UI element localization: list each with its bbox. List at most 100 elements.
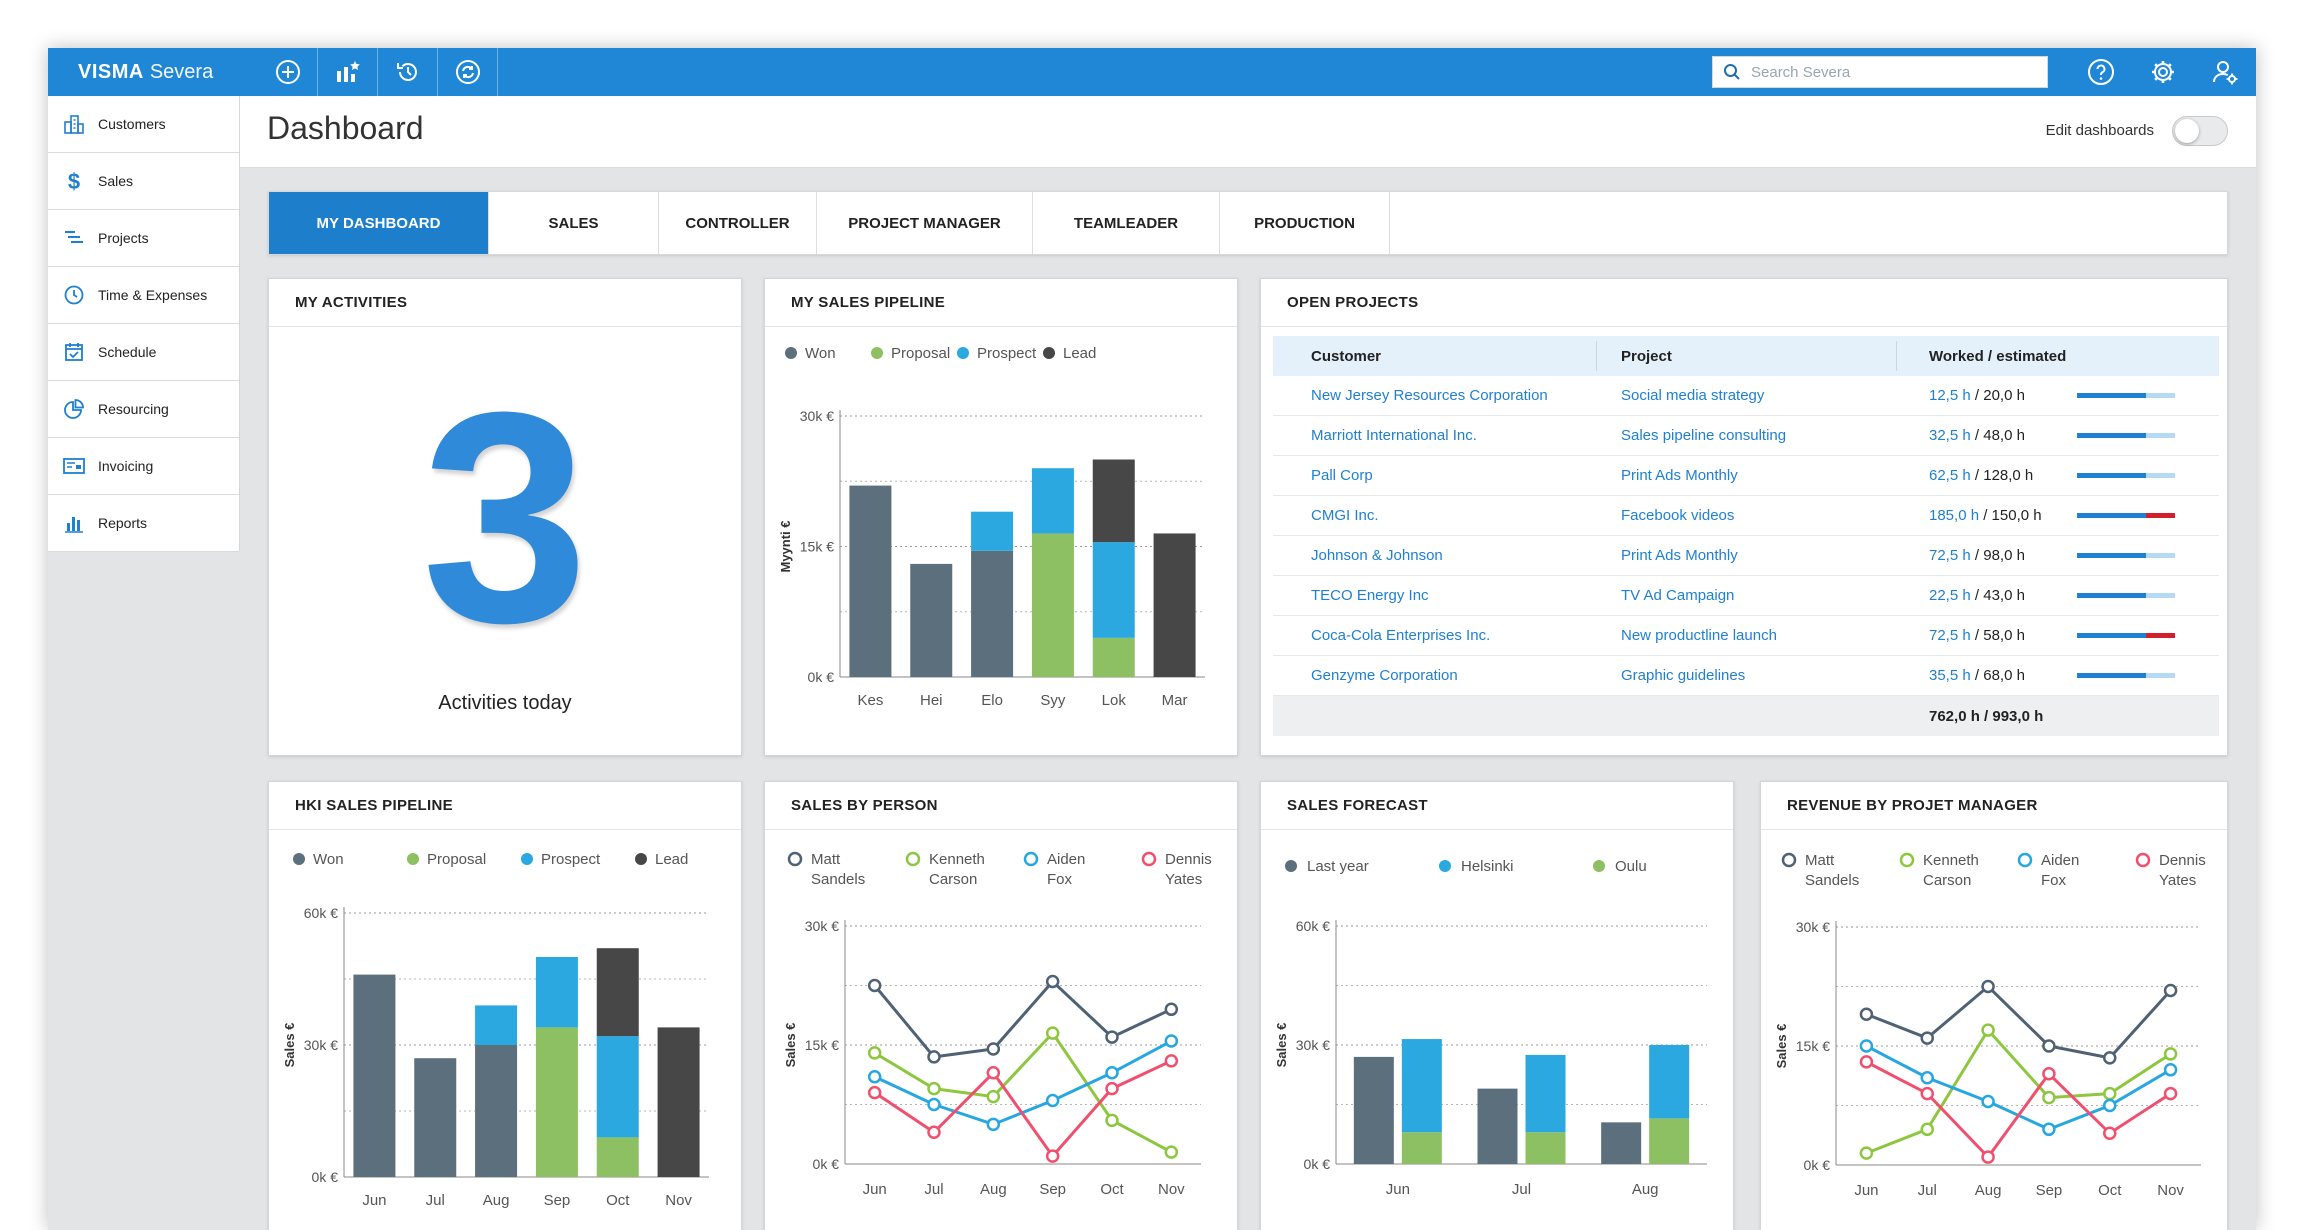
series-line bbox=[873, 979, 1172, 1059]
column-header-project[interactable]: Project bbox=[1597, 341, 1897, 371]
customer-link[interactable]: CMGI Inc. bbox=[1311, 507, 1379, 524]
column-header-customer[interactable]: Customer bbox=[1273, 341, 1597, 371]
x-tick-label: Jul bbox=[1918, 1182, 1937, 1199]
edit-dashboards-toggle[interactable] bbox=[2172, 116, 2228, 146]
worked-hours-link[interactable]: 185,0 h bbox=[1929, 507, 1980, 524]
legend-label: Yates bbox=[2159, 872, 2196, 889]
worked-hours-link[interactable]: 12,5 h bbox=[1929, 387, 1971, 404]
customer-link[interactable]: Coca-Cola Enterprises Inc. bbox=[1311, 627, 1491, 644]
legend-marker bbox=[957, 347, 969, 359]
data-point bbox=[927, 1081, 941, 1096]
visma-severa-logo[interactable]: VISMA Severa bbox=[48, 61, 258, 84]
sidebar-item-projects[interactable]: Projects bbox=[48, 210, 239, 267]
worked-hours-link[interactable]: 72,5 h bbox=[1929, 547, 1971, 564]
add-icon[interactable] bbox=[258, 48, 318, 96]
legend-marker bbox=[1439, 860, 1451, 872]
bar-helsinki bbox=[1525, 1054, 1566, 1133]
table-row[interactable]: TECO Energy Inc TV Ad Campaign 22,5 h / 43… bbox=[1273, 576, 2219, 616]
favorite-reports-icon[interactable] bbox=[318, 48, 378, 96]
table-row[interactable]: Genzyme Corporation Graphic guidelines 35,… bbox=[1273, 656, 2219, 696]
worked-hours-link[interactable]: 32,5 h bbox=[1929, 427, 1971, 444]
data-point bbox=[1859, 1007, 1874, 1022]
column-header-worked[interactable]: Worked / estimated bbox=[1929, 347, 2067, 365]
search-box[interactable] bbox=[1712, 56, 2048, 88]
project-link[interactable]: Print Ads Monthly bbox=[1621, 547, 1738, 564]
sidebar-item-resourcing[interactable]: Resourcing bbox=[48, 381, 239, 438]
legend-label: Sandels bbox=[1805, 872, 1859, 889]
customer-link[interactable]: New Jersey Resources Corporation bbox=[1311, 387, 1548, 404]
data-point bbox=[867, 1069, 882, 1084]
sidebar-item-time-expenses[interactable]: Time & Expenses bbox=[48, 267, 239, 324]
progress-fill bbox=[2077, 473, 2146, 478]
table-row[interactable]: Coca-Cola Enterprises Inc. New productlin… bbox=[1273, 616, 2219, 656]
data-point bbox=[2163, 1086, 2178, 1101]
customer-link[interactable]: Genzyme Corporation bbox=[1311, 667, 1458, 684]
legend-label: Dennis bbox=[2159, 852, 2206, 869]
bar-segment bbox=[414, 1058, 457, 1177]
legend-label: Aiden bbox=[1047, 851, 1085, 868]
y-tick-label: 0k € bbox=[1804, 1157, 1831, 1173]
x-tick-label: Sep bbox=[1039, 1181, 1066, 1198]
table-row[interactable]: New Jersey Resources Corporation Social m… bbox=[1273, 376, 2219, 416]
worked-hours-link[interactable]: 62,5 h bbox=[1929, 467, 1971, 484]
customer-link[interactable]: Pall Corp bbox=[1311, 467, 1373, 484]
tab-teamleader[interactable]: TEAMLEADER bbox=[1033, 192, 1220, 254]
x-tick-label: Nov bbox=[2157, 1182, 2184, 1199]
y-tick-label: 60k € bbox=[304, 905, 338, 921]
hki-sales-pipeline-card: HKI SALES PIPELINE Won Proposal Prospect Le… bbox=[268, 781, 742, 1230]
legend-marker bbox=[1043, 347, 1055, 359]
data-point bbox=[1981, 1094, 1995, 1109]
project-link[interactable]: Graphic guidelines bbox=[1621, 667, 1746, 684]
legend-label: Lead bbox=[655, 851, 688, 868]
table-header-row: Customer Project Worked / estimated bbox=[1273, 336, 2219, 376]
table-row[interactable]: Pall Corp Print Ads Monthly 62,5 h / 128,0… bbox=[1273, 456, 2219, 496]
invoice-icon bbox=[62, 454, 86, 478]
worked-hours-link[interactable]: 72,5 h bbox=[1929, 627, 1971, 644]
project-link[interactable]: Print Ads Monthly bbox=[1621, 467, 1738, 484]
project-link[interactable]: Facebook videos bbox=[1621, 507, 1735, 524]
page-header: Dashboard Edit dashboards bbox=[240, 96, 2256, 168]
worked-hours-link[interactable]: 22,5 h bbox=[1929, 587, 1971, 604]
tab-project-manager[interactable]: PROJECT MANAGER bbox=[817, 192, 1033, 254]
activities-label: Activities today bbox=[438, 692, 572, 714]
activities-count[interactable]: 3 bbox=[421, 349, 589, 685]
legend-label: Carson bbox=[929, 871, 977, 888]
sidebar-item-reports[interactable]: Reports bbox=[48, 495, 239, 552]
table-row[interactable]: Marriott International Inc. Sales pipelin… bbox=[1273, 416, 2219, 456]
legend-label: Prospect bbox=[541, 851, 601, 868]
search-input[interactable] bbox=[1751, 63, 2031, 81]
data-point bbox=[927, 1125, 941, 1140]
sidebar-item-customers[interactable]: Customers bbox=[48, 96, 239, 153]
bar-segment bbox=[1092, 637, 1135, 677]
settings-gear-icon[interactable] bbox=[2132, 48, 2194, 96]
help-icon[interactable] bbox=[2070, 48, 2132, 96]
revenue-by-project-manager-card: REVENUE BY PROJET MANAGER Matt Sandels Ken… bbox=[1760, 781, 2228, 1230]
sidebar-item-sales[interactable]: $ Sales bbox=[48, 153, 239, 210]
project-link[interactable]: Social media strategy bbox=[1621, 387, 1765, 404]
customer-link[interactable]: TECO Energy Inc bbox=[1311, 587, 1429, 604]
project-link[interactable]: Sales pipeline consulting bbox=[1621, 427, 1787, 444]
sidebar-item-invoicing[interactable]: Invoicing bbox=[48, 438, 239, 495]
sync-icon[interactable] bbox=[438, 48, 498, 96]
tab-production[interactable]: PRODUCTION bbox=[1220, 192, 1390, 254]
customer-link[interactable]: Johnson & Johnson bbox=[1311, 547, 1443, 564]
legend-label: Kenneth bbox=[929, 851, 985, 868]
bar-chart-icon bbox=[62, 511, 86, 535]
tab-sales[interactable]: SALES bbox=[489, 192, 659, 254]
worked-hours-link[interactable]: 35,5 h bbox=[1929, 667, 1971, 684]
project-link[interactable]: New productline launch bbox=[1621, 627, 1777, 644]
legend-label: Fox bbox=[2041, 872, 2067, 889]
table-row[interactable]: CMGI Inc. Facebook videos 185,0 h / 150,0 … bbox=[1273, 496, 2219, 536]
history-icon[interactable] bbox=[378, 48, 438, 96]
legend-label: Sandels bbox=[811, 871, 865, 888]
sidebar-item-schedule[interactable]: Schedule bbox=[48, 324, 239, 381]
user-settings-icon[interactable] bbox=[2194, 48, 2256, 96]
legend-label: Proposal bbox=[891, 345, 950, 362]
my-sales-pipeline-card: MY SALES PIPELINE Won Proposal Prospect Lea… bbox=[764, 278, 1238, 756]
customer-link[interactable]: Marriott International Inc. bbox=[1311, 427, 1477, 444]
tab-my-dashboard[interactable]: MY DASHBOARD bbox=[269, 192, 489, 254]
sidebar-item-label: Reports bbox=[98, 515, 148, 531]
table-row[interactable]: Johnson & Johnson Print Ads Monthly 72,5 h… bbox=[1273, 536, 2219, 576]
tab-controller[interactable]: CONTROLLER bbox=[659, 192, 817, 254]
project-link[interactable]: TV Ad Campaign bbox=[1621, 587, 1735, 604]
